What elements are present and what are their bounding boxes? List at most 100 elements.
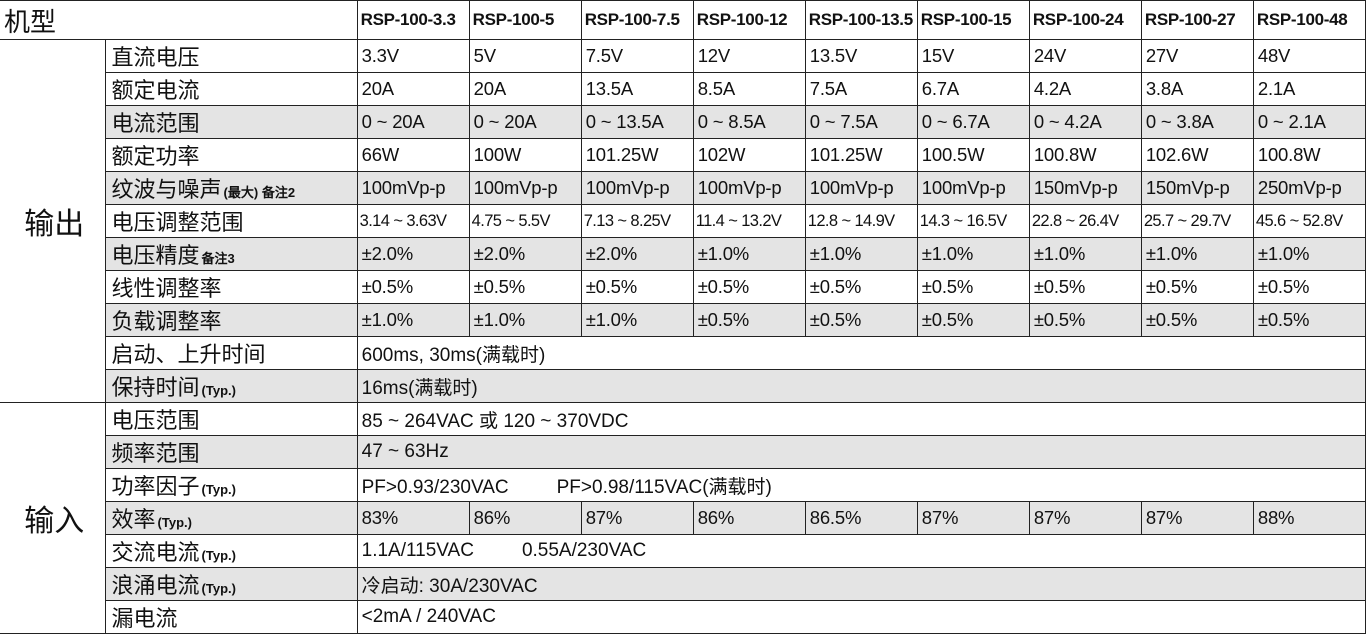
span-text: 0.55A/230VAC (521, 540, 647, 561)
span-cell: 600ms, 30ms(满载时) (356, 336, 1366, 370)
spec-row: 输入 电压范围 85 ~ 264VAC 或 120 ~ 370VDC (0, 402, 1366, 634)
value-cell: 86% (468, 501, 582, 535)
value-cell: ±0.5% (1252, 303, 1366, 337)
value-cell: 3.8A (1140, 72, 1254, 106)
value-cell: 20A (356, 72, 470, 106)
value-cell: ±0.5% (468, 270, 582, 304)
row-label: 额定电流 (104, 72, 358, 106)
value-cell: 100W (468, 138, 582, 172)
spec-row: 浪涌电流 (Typ.) 冷启动: 30A/230VAC (0, 567, 1366, 601)
row-label: 浪涌电流 (Typ.) (104, 567, 358, 601)
value-cell: 12V (692, 39, 806, 73)
spec-row: 漏电流 <2mA / 240VAC (0, 600, 1366, 634)
span-text: 47 ~ 63Hz (361, 441, 449, 462)
value-cell: ±1.0% (916, 237, 1030, 271)
value-cell: 87% (1028, 501, 1142, 535)
value-cell: 12.8 ~ 14.9V (804, 204, 918, 238)
spec-row: 额定电流 20A 20A 13.5A 8.5A 7.5A 6.7A 4.2A 3.8A 2.1A (0, 72, 1366, 106)
label-text: 电压调整范围 (111, 211, 244, 236)
spec-row: 频率范围 47 ~ 63Hz (0, 435, 1366, 469)
value-cell: 7.5V (580, 39, 694, 73)
value-cell: ±1.0% (1140, 237, 1254, 271)
value-cell: 87% (916, 501, 1030, 535)
label-text: 保持时间 (111, 376, 200, 401)
value-cell: 100mVp-p (692, 171, 806, 205)
value-cell: ±2.0% (580, 237, 694, 271)
value-cell: 0 ~ 20A (468, 105, 582, 139)
span-text: PF>0.93/230VAC (361, 476, 509, 498)
model-name: RSP-100-7.5 (580, 0, 694, 40)
value-cell: ±0.5% (804, 270, 918, 304)
row-label: 额定功率 (104, 138, 358, 172)
spec-row: 启动、上升时间 600ms, 30ms(满载时) (0, 336, 1366, 370)
span-cell: <2mA / 240VAC (356, 600, 1366, 634)
label-note: 备注3 (201, 251, 235, 266)
value-cell: 0 ~ 7.5A (804, 105, 918, 139)
value-cell: ±0.5% (692, 270, 806, 304)
value-cell: 3.14 ~ 3.63V (356, 204, 470, 238)
value-cell: 86.5% (804, 501, 918, 535)
spec-row: 效率 (Typ.) 83% 86% 87% 86% 86.5% 87% 87% 87% 88% (0, 501, 1366, 535)
value-cell: 100mVp-p (356, 171, 470, 205)
label-text: 纹波与噪声 (111, 178, 222, 203)
value-cell: 101.25W (580, 138, 694, 172)
value-cell: ±0.5% (1252, 270, 1366, 304)
label-text: 线性调整率 (111, 277, 222, 302)
spec-row: 保持时间 (Typ.) 16ms(满载时) (0, 369, 1366, 403)
value-cell: ±1.0% (1252, 237, 1366, 271)
value-cell: ±0.5% (1028, 270, 1142, 304)
value-cell: 86% (692, 501, 806, 535)
value-cell: 250mVp-p (1252, 171, 1366, 205)
value-cell: 15V (916, 39, 1030, 73)
value-cell: 7.5A (804, 72, 918, 106)
span-cell: PF>0.93/230VAC PF>0.98/115VAC(满载时) (356, 468, 1366, 502)
value-cell: 0 ~ 4.2A (1028, 105, 1142, 139)
value-cell: ±1.0% (356, 303, 470, 337)
label-text: 电压精度 (111, 244, 200, 269)
value-cell: 24V (1028, 39, 1142, 73)
spec-row: 纹波与噪声 (最大) 备注2 100mVp-p 100mVp-p 100mVp-p 100… (0, 171, 1366, 205)
model-name: RSP-100-5 (468, 0, 582, 40)
value-cell: 25.7 ~ 29.7V (1140, 204, 1254, 238)
row-label: 电流范围 (104, 105, 358, 139)
row-label: 电压精度 备注3 (104, 237, 358, 271)
spec-row: 交流电流 (Typ.) 1.1A/115VAC 0.55A/230VAC (0, 534, 1366, 568)
value-cell: 0 ~ 20A (356, 105, 470, 139)
row-label: 交流电流 (Typ.) (104, 534, 358, 568)
value-cell: 7.13 ~ 8.25V (580, 204, 694, 238)
model-name: RSP-100-27 (1140, 0, 1254, 40)
value-cell: 14.3 ~ 16.5V (916, 204, 1030, 238)
value-cell: 4.2A (1028, 72, 1142, 106)
value-cell: ±0.5% (1140, 303, 1254, 337)
row-label: 启动、上升时间 (104, 336, 358, 370)
row-label: 功率因子 (Typ.) (104, 468, 358, 502)
value-cell: ±0.5% (1140, 270, 1254, 304)
span-text: 85 ~ 264VAC 或 120 ~ 370VDC (361, 410, 629, 432)
value-cell: 0 ~ 6.7A (916, 105, 1030, 139)
value-cell: 2.1A (1252, 72, 1366, 106)
span-cell: 47 ~ 63Hz (356, 435, 1366, 469)
value-cell: 0 ~ 3.8A (1140, 105, 1254, 139)
value-cell: 100mVp-p (916, 171, 1030, 205)
label-text: 直流电压 (111, 46, 200, 71)
model-name: RSP-100-48 (1252, 0, 1366, 40)
value-cell: ±1.0% (692, 237, 806, 271)
row-label: 电压调整范围 (104, 204, 358, 238)
value-cell: 102W (692, 138, 806, 172)
value-cell: 0 ~ 13.5A (580, 105, 694, 139)
value-cell: 0 ~ 2.1A (1252, 105, 1366, 139)
span-cell: 16ms(满载时) (356, 369, 1366, 403)
value-cell: 8.5A (692, 72, 806, 106)
row-label: 纹波与噪声 (最大) 备注2 (104, 171, 358, 205)
spec-row: 电压精度 备注3 ±2.0% ±2.0% ±2.0% ±1.0% ±1.0% ±1.0% ±1.… (0, 237, 1366, 271)
model-name: RSP-100-12 (692, 0, 806, 40)
value-cell: 45.6 ~ 52.8V (1252, 204, 1366, 238)
value-cell: 100.8W (1252, 138, 1366, 172)
span-cell: 冷启动: 30A/230VAC (356, 567, 1366, 601)
model-name: RSP-100-24 (1028, 0, 1142, 40)
row-label: 漏电流 (104, 600, 358, 634)
label-text: 频率范围 (111, 442, 200, 467)
value-cell: 150mVp-p (1140, 171, 1254, 205)
value-cell: ±1.0% (1028, 237, 1142, 271)
value-cell: 101.25W (804, 138, 918, 172)
